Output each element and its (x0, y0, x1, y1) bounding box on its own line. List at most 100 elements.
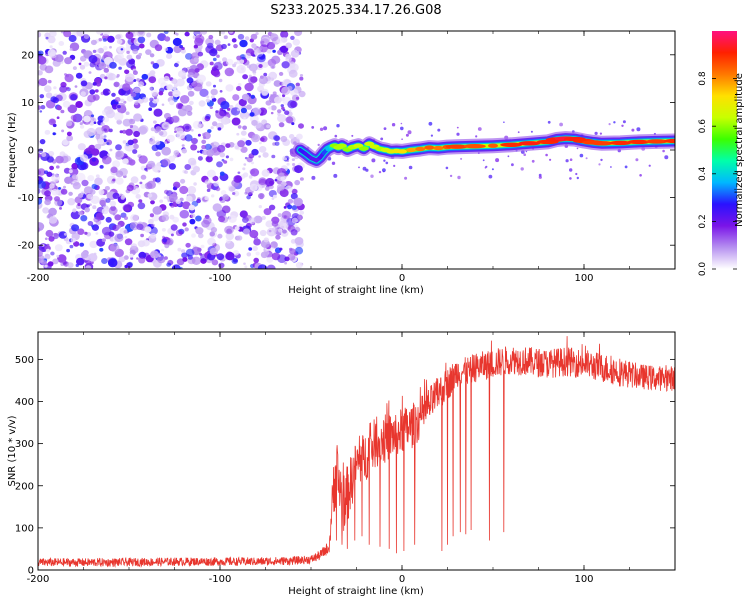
noise-speckle (122, 140, 127, 144)
noise-speckle (138, 52, 142, 57)
noise-speckle (180, 48, 186, 54)
noise-speckle (261, 169, 270, 177)
noise-speckle (281, 86, 291, 96)
noise-speckle (135, 194, 141, 199)
noise-speckle (138, 257, 146, 264)
noise-speckle (97, 138, 105, 145)
noise-speckle (253, 73, 256, 76)
signal-hotspot (518, 141, 541, 146)
noise-speckle (101, 208, 109, 215)
noise-speckle (108, 231, 115, 237)
noise-speckle (80, 154, 89, 162)
snr-background (38, 332, 675, 570)
noise-speckle (75, 172, 86, 182)
noise-speckle (139, 43, 145, 49)
noise-speckle (163, 196, 167, 199)
noise-speckle (139, 125, 149, 134)
signal-hotspot (445, 144, 468, 149)
noise-speckle (158, 131, 164, 136)
noise-speckle (636, 127, 641, 132)
noise-speckle (86, 204, 90, 208)
noise-speckle (180, 95, 190, 104)
noise-speckle (83, 61, 90, 67)
noise-speckle (76, 31, 85, 37)
noise-speckle (272, 194, 277, 199)
colorbar-tick-label: 0.2 (698, 214, 708, 228)
noise-speckle (460, 157, 463, 160)
noise-speckle (69, 48, 73, 51)
noise-speckle (170, 224, 178, 231)
noise-speckle (287, 198, 294, 204)
noise-speckle (281, 61, 290, 69)
noise-speckle (210, 142, 214, 146)
noise-speckle (236, 86, 242, 91)
noise-speckle (274, 96, 282, 104)
noise-speckle (197, 150, 200, 153)
noise-speckle (457, 175, 461, 180)
noise-speckle (289, 134, 295, 139)
noise-speckle (250, 33, 258, 40)
noise-speckle (70, 210, 81, 220)
noise-speckle (156, 162, 162, 167)
noise-speckle (138, 199, 143, 203)
noise-speckle (116, 39, 123, 45)
noise-speckle (155, 140, 161, 146)
noise-speckle (249, 229, 259, 239)
noise-speckle (266, 227, 277, 237)
noise-speckle (236, 132, 240, 136)
noise-speckle (112, 192, 120, 199)
noise-speckle (226, 107, 231, 111)
noise-speckle (190, 129, 194, 132)
noise-speckle (136, 223, 144, 231)
snr-x-tick-label: -200 (27, 574, 50, 585)
signal-hotspot (591, 141, 614, 146)
noise-speckle (120, 195, 126, 200)
noise-speckle (243, 262, 246, 265)
noise-speckle (266, 49, 272, 54)
noise-speckle (150, 61, 155, 65)
noise-speckle (209, 61, 214, 66)
noise-speckle (83, 115, 91, 123)
noise-speckle (85, 265, 92, 269)
noise-speckle (259, 44, 269, 53)
noise-speckle (252, 245, 258, 252)
noise-speckle (91, 158, 96, 162)
noise-speckle (124, 207, 130, 212)
noise-speckle (282, 229, 287, 234)
noise-speckle (285, 42, 293, 49)
noise-speckle (262, 152, 269, 158)
noise-speckle (80, 251, 89, 259)
noise-speckle (162, 238, 168, 243)
noise-speckle (147, 193, 153, 198)
noise-speckle (105, 216, 112, 223)
noise-speckle (258, 177, 267, 185)
noise-speckle (243, 116, 247, 120)
noise-speckle (120, 98, 125, 103)
noise-speckle (280, 176, 285, 181)
noise-speckle (94, 89, 99, 93)
noise-speckle (161, 158, 171, 167)
noise-speckle (621, 124, 624, 128)
noise-speckle (531, 159, 535, 163)
noise-speckle (116, 119, 122, 125)
noise-speckle (130, 257, 134, 260)
noise-speckle (209, 247, 218, 256)
noise-speckle (151, 144, 159, 152)
noise-speckle (193, 31, 203, 36)
noise-speckle (112, 178, 116, 182)
noise-speckle (87, 221, 94, 226)
noise-speckle (69, 244, 74, 249)
noise-speckle (317, 143, 320, 147)
noise-speckle (44, 199, 51, 206)
noise-speckle (59, 207, 62, 210)
noise-speckle (125, 46, 132, 52)
noise-speckle (173, 150, 180, 156)
noise-speckle (456, 126, 459, 129)
noise-speckle (99, 165, 104, 169)
noise-speckle (279, 188, 289, 198)
noise-speckle (161, 214, 170, 222)
noise-speckle (146, 180, 156, 189)
noise-speckle (278, 71, 284, 76)
signal-hotspot (424, 145, 435, 150)
noise-speckle (134, 101, 139, 106)
